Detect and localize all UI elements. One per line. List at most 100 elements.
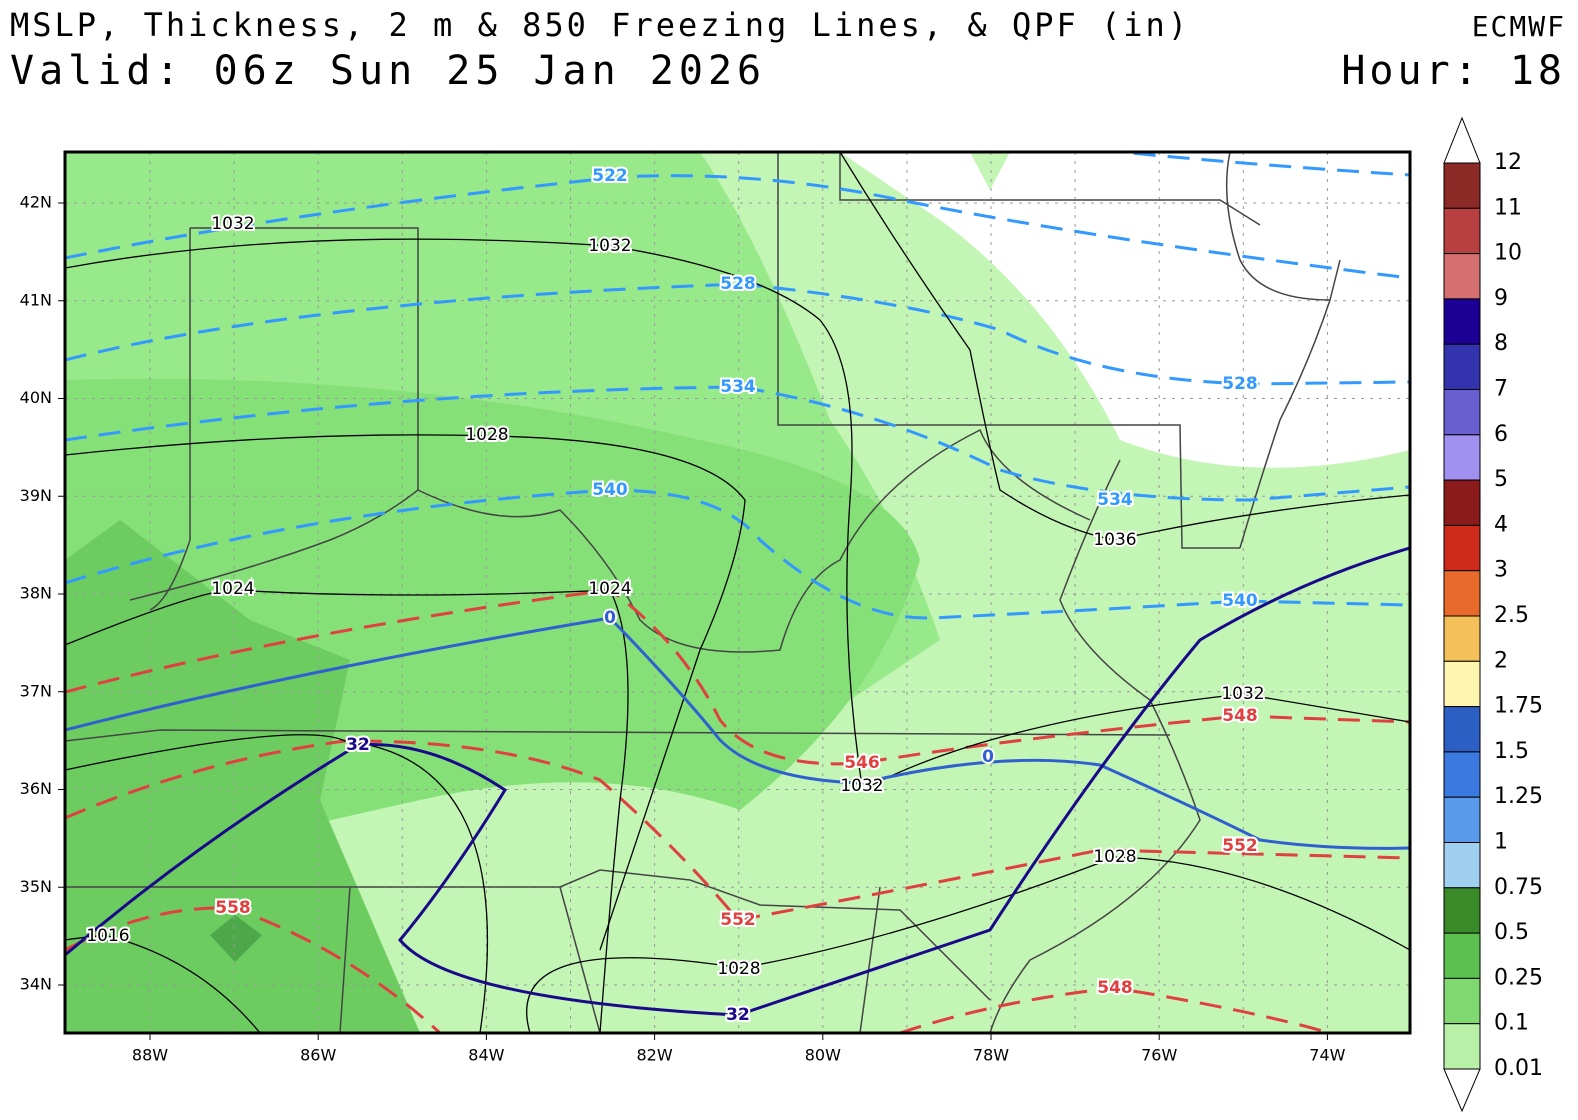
lon-label: 88W [132, 1046, 168, 1065]
colorbar-box [1443, 434, 1481, 481]
contour-label: 546 [844, 753, 880, 773]
qpf-area [65, 520, 420, 1033]
contour-label: 0 [604, 608, 616, 628]
colorbar-box [1443, 207, 1481, 255]
freezing-850 [65, 616, 1410, 850]
contour-label: 540 [1222, 591, 1258, 611]
colorbar-box [1443, 615, 1481, 662]
contour-label: 552 [1222, 836, 1258, 856]
map-title: MSLP, Thickness, 2 m & 850 Freezing Line… [10, 6, 1190, 44]
colorbar-label: 0.1 [1494, 1011, 1529, 1036]
no-precip-area [840, 152, 1410, 468]
colorbar-label: 5 [1494, 467, 1508, 492]
colorbar-box [1443, 389, 1481, 436]
colorbar-label: 3 [1494, 558, 1508, 583]
colorbar-box [1443, 524, 1481, 572]
model-name: ECMWF [1472, 10, 1566, 43]
lon-label: 76W [1141, 1046, 1177, 1065]
contour-label: 528 [1222, 374, 1258, 394]
valid-time: Valid: 06z Sun 25 Jan 2026 [10, 48, 766, 94]
contour-label: 534 [1097, 490, 1133, 510]
colorbar-label: 0.25 [1494, 965, 1543, 990]
colorbar-label: 4 [1494, 512, 1508, 537]
contour-labels: 522 1032 1032 528 534 1028 540 1024 1024 0 534 1036… [84, 164, 1266, 1027]
colorbar-label: 0.5 [1494, 920, 1529, 945]
lon-label: 82W [637, 1046, 673, 1065]
contour-label: 1032 [1221, 684, 1264, 704]
lat-label: 35N [20, 877, 52, 896]
colorbar-box [1443, 932, 1481, 979]
colorbar-label: 12 [1494, 150, 1522, 175]
lon-label: 84W [468, 1046, 504, 1065]
colorbar-label: 2 [1494, 648, 1508, 673]
contour-label: 548 [1222, 706, 1258, 726]
freezing-2m [65, 546, 1410, 1017]
lat-label: 42N [20, 193, 52, 212]
map-area: 522 1032 1032 528 534 1028 540 1024 1024 0 534 1036… [65, 152, 1410, 1033]
colorbar-label: 2.5 [1494, 603, 1529, 628]
contour-label: 1028 [717, 959, 760, 979]
colorbar-box [1443, 796, 1481, 844]
colorbar: 12 11 10 9 8 7 6 5 4 3 2.5 2 1.75 1.5 1.25 1 0.75 0.5 0.25… [1443, 116, 1543, 1113]
colorbar-box [1443, 298, 1481, 345]
colorbar-box [1443, 660, 1481, 708]
contour-label: 534 [720, 377, 756, 397]
contour-label: 1024 [588, 579, 631, 599]
lon-label: 74W [1309, 1046, 1345, 1065]
colorbar-box [1443, 977, 1481, 1025]
contour-label: 1036 [1093, 530, 1136, 550]
lat-label: 34N [20, 975, 52, 994]
colorbar-extend-bottom [1443, 1068, 1481, 1113]
colorbar-box [1443, 570, 1481, 617]
colorbar-label: 1.5 [1494, 739, 1529, 764]
contour-label: 32 [726, 1005, 750, 1025]
colorbar-box [1443, 887, 1481, 934]
contour-label: 1032 [211, 214, 254, 234]
contour-label: 0 [982, 747, 994, 767]
colorbar-label: 6 [1494, 422, 1508, 447]
colorbar-box [1443, 253, 1481, 300]
colorbar-box [1443, 706, 1481, 753]
colorbar-box [1443, 842, 1481, 889]
colorbar-box [1443, 162, 1481, 209]
lat-label: 38N [20, 584, 52, 603]
contour-label: 522 [592, 166, 628, 186]
contour-label: 1032 [588, 236, 631, 256]
colorbar-label: 0.01 [1494, 1056, 1543, 1081]
contour-label: 32 [346, 735, 370, 755]
qpf-area [970, 152, 1010, 190]
qpf-area [210, 915, 262, 962]
lon-label: 78W [973, 1046, 1009, 1065]
thickness-red [65, 588, 1410, 1033]
lat-label: 40N [20, 388, 52, 407]
colorbar-label: 1.25 [1494, 784, 1543, 809]
colorbar-label: 0.75 [1494, 875, 1543, 900]
map-frame [63, 150, 1412, 1035]
colorbar-label: 7 [1494, 377, 1508, 402]
forecast-hour: Hour: 18 [1341, 48, 1566, 94]
isobars [65, 152, 1410, 1033]
contour-label: 558 [215, 898, 251, 918]
contour-label: 528 [720, 274, 756, 294]
lat-label: 37N [20, 681, 52, 700]
contour-label: 1028 [465, 425, 508, 445]
colorbar-label: 1 [1494, 830, 1508, 855]
contour-label: 1016 [86, 926, 129, 946]
state-borders [65, 152, 1341, 1033]
colorbar-box [1443, 751, 1481, 798]
colorbar-box [1443, 1023, 1481, 1070]
contour-label: 1028 [1093, 847, 1136, 867]
colorbar-label: 11 [1494, 195, 1522, 220]
colorbar-box [1443, 343, 1481, 391]
lon-label: 80W [805, 1046, 841, 1065]
lat-label: 39N [20, 486, 52, 505]
lat-label: 41N [20, 290, 52, 309]
contour-label: 1024 [211, 579, 254, 599]
colorbar-label: 10 [1494, 241, 1522, 266]
thickness-blue [65, 152, 1410, 620]
lon-label: 86W [300, 1046, 336, 1065]
lat-label: 36N [20, 779, 52, 798]
colorbar-label: 1.75 [1494, 694, 1543, 719]
colorbar-box [1443, 479, 1481, 526]
